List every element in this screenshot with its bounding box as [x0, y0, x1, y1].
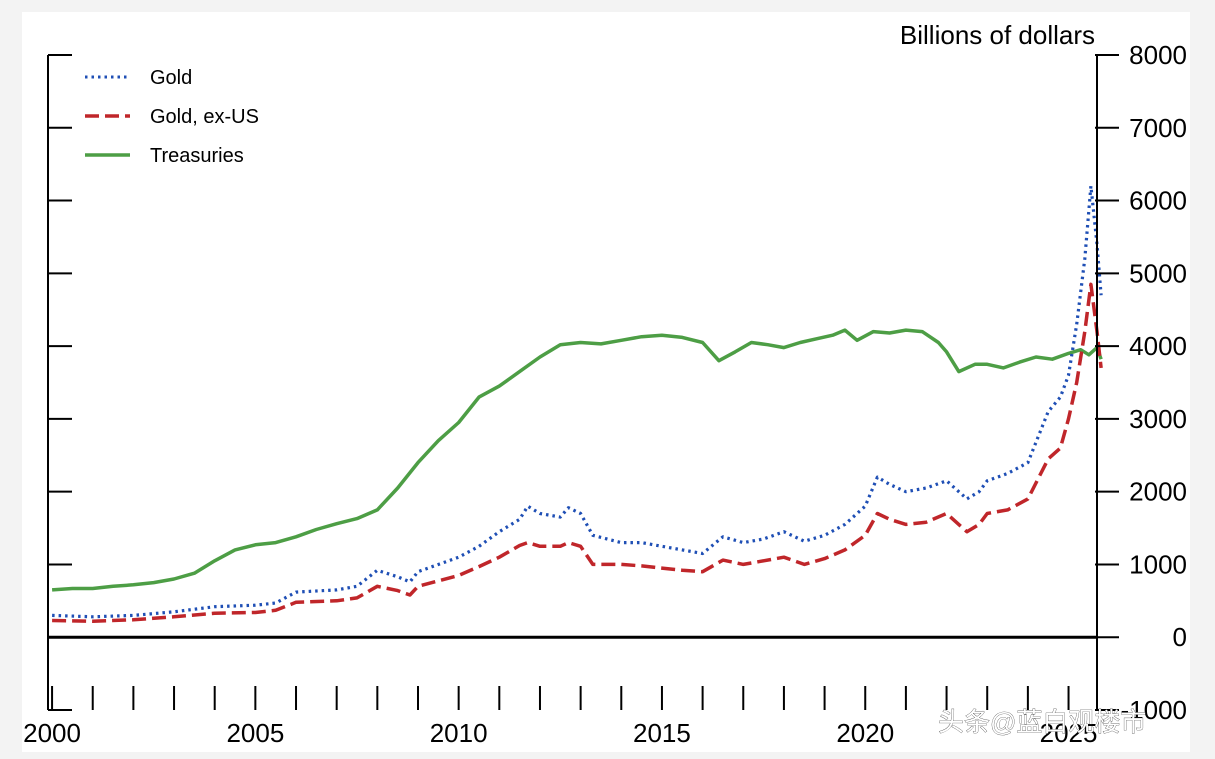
- legend-label-treasuries: Treasuries: [150, 145, 244, 167]
- x-tick-label: 2015: [633, 718, 691, 748]
- x-ticks: 2000 2005 2010 2015 2020 2025: [23, 686, 1097, 748]
- y-tick-label: 2000: [1129, 477, 1187, 507]
- y-tick-label: 0: [1173, 622, 1187, 652]
- legend-item-gold: Gold: [85, 67, 192, 89]
- legend: Gold Gold, ex-US Treasuries: [85, 67, 259, 167]
- y-tick-label: 3000: [1129, 404, 1187, 434]
- y-tick-label: -1000: [1121, 695, 1188, 725]
- legend-item-gold-ex-us: Gold, ex-US: [85, 106, 259, 128]
- chart-background: [22, 12, 1190, 752]
- y-tick-label: 1000: [1129, 549, 1187, 579]
- legend-label-gold-ex-us: Gold, ex-US: [150, 106, 259, 128]
- x-tick-label: 2005: [226, 718, 284, 748]
- series-line-gold-ex-us: [52, 282, 1103, 623]
- legend-label-gold: Gold: [150, 67, 192, 89]
- x-tick-label: 2025: [1040, 718, 1098, 748]
- x-tick-label: 2010: [430, 718, 488, 748]
- series-line-gold: [52, 184, 1103, 619]
- watermark-text: 头条@蓝白观楼市: [938, 707, 1146, 737]
- legend-item-treasuries: Treasuries: [85, 145, 244, 167]
- unit-label: Billions of dollars: [900, 20, 1095, 50]
- x-tick-label: 2020: [836, 718, 894, 748]
- series-layer: [51, 184, 1103, 623]
- axes-layer: [47, 55, 1098, 710]
- y-tick-label: 4000: [1129, 331, 1187, 361]
- x-tick-label: 2000: [23, 718, 81, 748]
- y-ticks: -1000 0 1000 2000 3000 4000 5000 6000 7000 8000: [48, 40, 1187, 725]
- y-tick-label: 8000: [1129, 40, 1187, 70]
- y-tick-label: 7000: [1129, 113, 1187, 143]
- y-tick-label: 6000: [1129, 186, 1187, 216]
- y-tick-label: 5000: [1129, 258, 1187, 288]
- series-line-treasuries: [51, 328, 1103, 592]
